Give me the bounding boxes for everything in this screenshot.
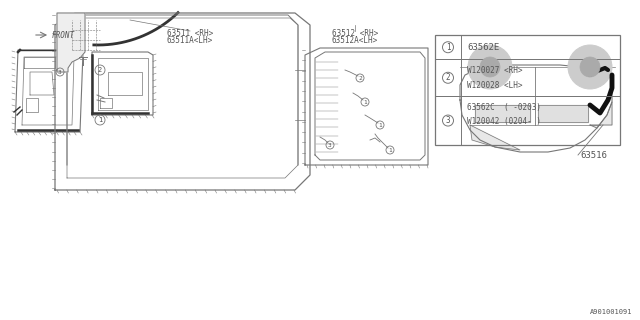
Text: 1: 1 <box>363 100 367 105</box>
Text: 63512A<LH>: 63512A<LH> <box>332 36 378 45</box>
Text: 63516: 63516 <box>580 151 607 160</box>
Polygon shape <box>538 105 588 122</box>
Text: 3: 3 <box>328 142 332 148</box>
Bar <box>435 35 620 145</box>
Text: W120028 <LH>: W120028 <LH> <box>467 81 522 90</box>
Polygon shape <box>475 105 530 122</box>
Text: 63562C  ( -0203): 63562C ( -0203) <box>467 103 541 112</box>
Text: 1: 1 <box>445 43 451 52</box>
Text: 2: 2 <box>98 67 102 73</box>
Text: 63511A<LH>: 63511A<LH> <box>167 36 213 45</box>
Text: 1: 1 <box>98 117 102 123</box>
Text: 1: 1 <box>378 123 382 127</box>
Circle shape <box>580 57 600 77</box>
Text: 2: 2 <box>358 76 362 81</box>
Polygon shape <box>470 125 520 150</box>
Circle shape <box>468 45 512 89</box>
Text: 3: 3 <box>445 116 451 125</box>
Text: 63562E: 63562E <box>467 43 499 52</box>
Text: 3: 3 <box>58 69 62 75</box>
Circle shape <box>480 57 500 77</box>
Text: 2: 2 <box>445 73 451 82</box>
Text: W120027 <RH>: W120027 <RH> <box>467 66 522 75</box>
Text: FRONT: FRONT <box>52 30 75 39</box>
Text: W120042 (0204- ): W120042 (0204- ) <box>467 117 541 126</box>
Text: 1: 1 <box>388 148 392 153</box>
Polygon shape <box>590 102 612 128</box>
Polygon shape <box>57 13 85 72</box>
Text: 63512 <RH>: 63512 <RH> <box>332 29 378 38</box>
Text: 63511 <RH>: 63511 <RH> <box>167 29 213 38</box>
Circle shape <box>568 45 612 89</box>
Text: A901001091: A901001091 <box>589 309 632 315</box>
